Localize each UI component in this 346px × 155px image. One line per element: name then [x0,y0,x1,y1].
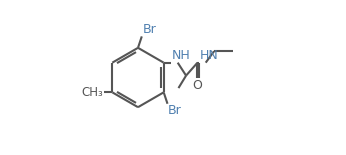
Text: O: O [193,79,202,92]
Text: Br: Br [142,23,156,36]
Text: CH₃: CH₃ [82,86,103,99]
Text: NH: NH [171,49,190,62]
Text: Br: Br [168,104,182,117]
Text: HN: HN [199,49,218,62]
